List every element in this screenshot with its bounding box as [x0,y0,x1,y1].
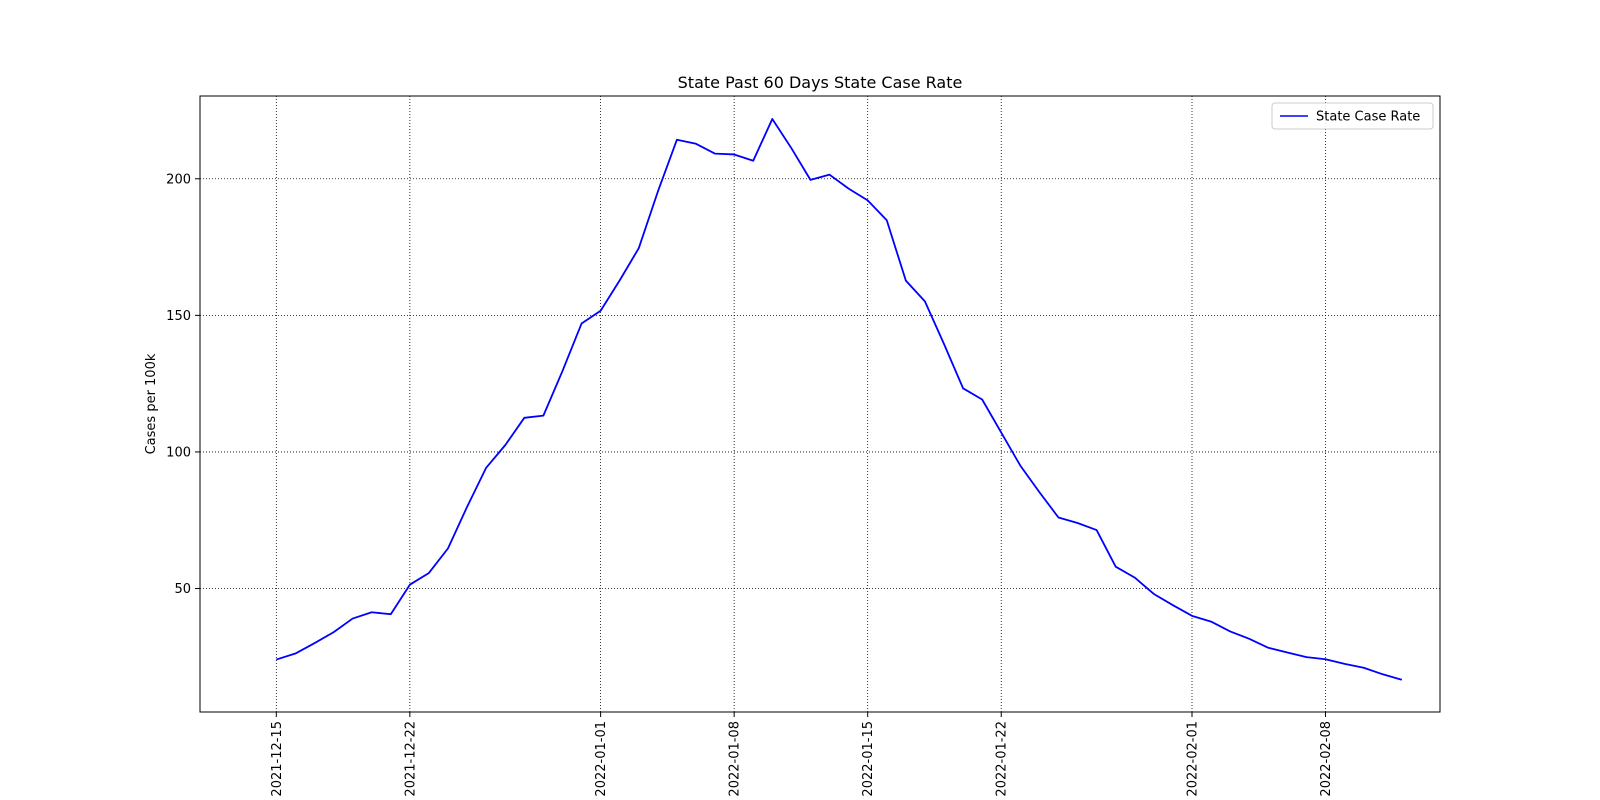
legend-box [1271,102,1434,130]
x-tick-label: 2022-01-15 [861,721,876,797]
series-group [276,118,1403,681]
plot-area-frame [199,95,1441,713]
x-tick-label: 2021-12-15 [270,721,285,797]
axis-ticks: 2021-12-15 2021-12-22 2022-01-01 2022-01-08… [166,172,1334,796]
y-tick-label: 50 [174,582,191,597]
series-line-state-case-rate [276,118,1403,681]
x-tick-label: 2021-12-22 [403,721,418,797]
y-axis-label: Cases per 100k [144,353,159,454]
grid-lines [200,96,1440,712]
x-tick-label: 2022-01-08 [728,721,743,797]
x-tick-label: 2022-01-22 [995,721,1010,797]
x-tick-label: 2022-02-08 [1319,721,1334,797]
y-tick-label: 100 [166,445,191,460]
y-tick-label: 150 [166,309,191,324]
x-tick-label: 2022-01-01 [594,721,609,797]
chart-title: State Past 60 Days State Case Rate [678,73,963,92]
legend: State Case Rate [1271,102,1434,130]
x-tick-label: 2022-02-01 [1186,721,1201,797]
y-tick-label: 200 [166,172,191,187]
legend-label: State Case Rate [1316,110,1420,125]
